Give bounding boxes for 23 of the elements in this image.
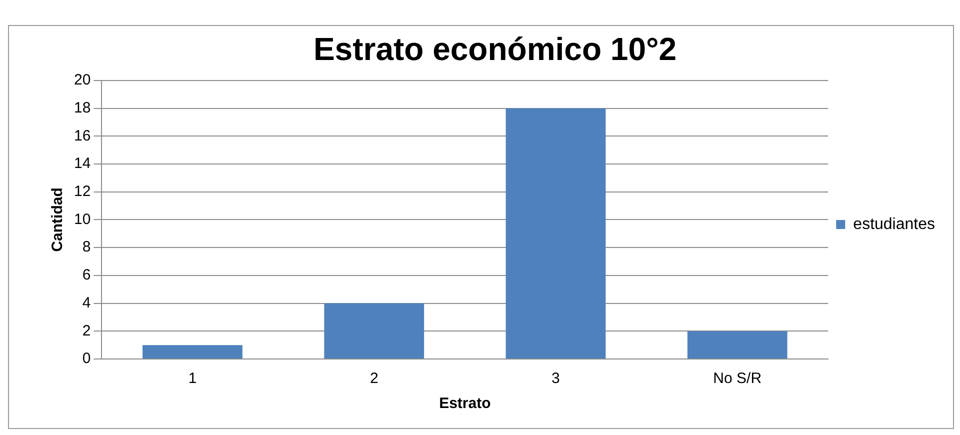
- legend-label: estudiantes: [853, 216, 936, 233]
- y-tick-label: 6: [82, 266, 91, 284]
- y-tick-label: 0: [82, 350, 91, 368]
- y-tick-label: 8: [82, 238, 91, 256]
- y-axis-title: Cantidad: [49, 188, 66, 252]
- y-tick-label: 10: [74, 210, 91, 228]
- x-tick-label: No S/R: [713, 370, 762, 388]
- x-tick-label: 3: [552, 370, 560, 388]
- y-tick-label: 16: [74, 127, 91, 144]
- y-tick-label: 4: [82, 294, 91, 312]
- bar: [687, 331, 788, 358]
- x-axis-title: Estrato: [439, 395, 491, 412]
- x-tick-label: 2: [370, 370, 378, 388]
- x-tick-label: 1: [188, 370, 197, 388]
- bar: [506, 108, 606, 358]
- y-tick-label: 20: [74, 72, 91, 89]
- bar: [142, 345, 242, 358]
- bar: [324, 303, 424, 358]
- y-tick-label: 12: [74, 182, 91, 200]
- y-tick-label: 14: [74, 155, 91, 172]
- chart-title: Estrato económico 10°2: [313, 31, 677, 68]
- y-tick-label: 18: [74, 99, 91, 116]
- y-tick-label: 2: [82, 322, 91, 340]
